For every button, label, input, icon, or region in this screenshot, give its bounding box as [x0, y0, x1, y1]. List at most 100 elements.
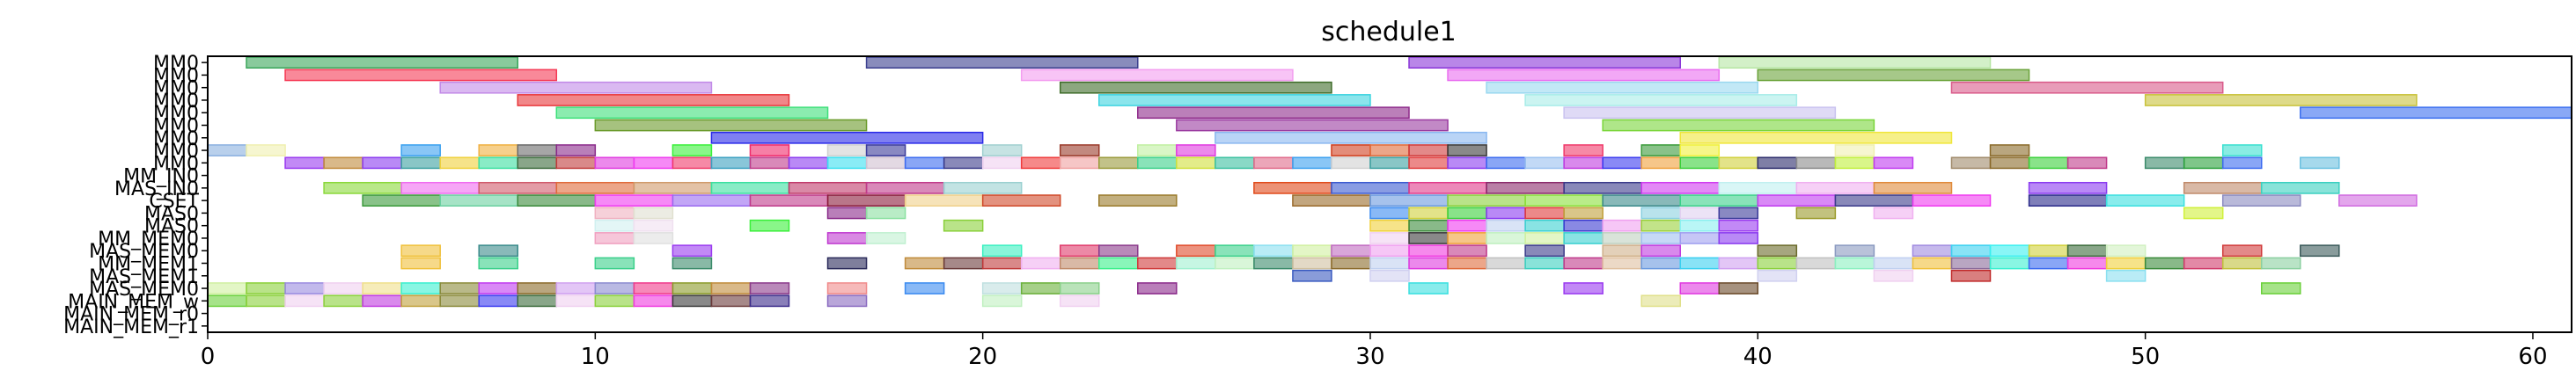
task-bar — [1447, 69, 1721, 82]
task-bar — [672, 257, 713, 270]
task-bar — [1563, 257, 1604, 270]
task-bar — [865, 144, 906, 156]
task-bar — [1408, 244, 1449, 258]
task-bar — [1718, 219, 1759, 232]
task-bar — [1331, 144, 1371, 156]
y-tick-label: MM0 — [153, 116, 199, 138]
task-bar — [2300, 106, 2572, 120]
task-bar — [323, 156, 363, 170]
task-bar — [2105, 244, 2147, 258]
task-bar — [1253, 244, 1294, 258]
task-bar — [439, 81, 713, 94]
task-bar — [594, 232, 635, 244]
task-bar — [1020, 257, 1061, 270]
task-bar — [555, 144, 597, 156]
task-bar — [1679, 282, 1721, 294]
task-bar — [633, 294, 674, 308]
task-bar — [1408, 156, 1449, 170]
task-bar — [1098, 156, 1139, 170]
task-bar — [2105, 194, 2185, 207]
task-bar — [1912, 244, 1953, 258]
task-bar — [2066, 257, 2108, 270]
task-bar — [826, 294, 868, 308]
task-bar — [517, 94, 790, 106]
task-bar — [400, 181, 480, 194]
y-tick-label: MM0 — [153, 103, 199, 125]
y-tick-label: MM_MEM0 — [98, 229, 199, 251]
task-bar — [865, 56, 1139, 69]
task-bar — [284, 156, 325, 170]
task-bar — [439, 194, 519, 207]
task-bar — [1989, 144, 2030, 156]
task-bar — [710, 181, 790, 194]
task-bar — [1447, 156, 1487, 170]
task-bar — [1369, 219, 1410, 232]
task-bar — [1215, 244, 1255, 258]
y-tick-label: MM0 — [153, 65, 199, 87]
task-bar — [1950, 257, 1992, 270]
task-bar — [1757, 269, 1798, 282]
task-bar — [478, 244, 519, 258]
task-bar — [1834, 257, 1875, 270]
task-bar — [1718, 181, 1798, 194]
task-bar — [1408, 56, 1681, 69]
task-bar — [1757, 69, 2030, 82]
task-bar — [1524, 244, 1565, 258]
task-bar — [981, 144, 1023, 156]
task-bar — [1989, 257, 2030, 270]
task-bar — [633, 207, 674, 220]
task-bar — [1950, 269, 1992, 282]
y-tick-label: MM0 — [153, 91, 199, 113]
task-bar — [1602, 244, 1642, 258]
task-bar — [1447, 144, 1487, 156]
task-bar — [1602, 156, 1642, 170]
task-bar — [1098, 257, 1139, 270]
task-bar — [478, 181, 558, 194]
task-bar — [2105, 269, 2147, 282]
task-bar — [1602, 257, 1642, 270]
task-bar — [1369, 207, 1410, 220]
task-bar — [1098, 194, 1178, 207]
task-bar — [749, 282, 790, 294]
y-tick-label: MAIN_MEM_w — [68, 291, 199, 313]
task-bar — [710, 294, 752, 308]
task-bar — [555, 282, 597, 294]
y-tick-label: MM0 — [153, 53, 199, 75]
task-bar — [1757, 194, 1837, 207]
task-bar — [1679, 219, 1721, 232]
task-bar — [1369, 156, 1410, 170]
task-bar — [865, 207, 906, 220]
task-bar — [400, 282, 441, 294]
task-bar — [517, 144, 558, 156]
task-bar — [1602, 194, 1681, 207]
task-bar — [1137, 106, 1410, 120]
task-bar — [1486, 156, 1526, 170]
task-bar — [1718, 232, 1759, 244]
y-tick-label: MAIN_MEM_r0 — [63, 304, 199, 326]
task-bar — [865, 181, 945, 194]
task-bar — [1292, 194, 1371, 207]
task-bar — [594, 282, 635, 294]
task-bar — [633, 181, 713, 194]
task-bar — [1679, 131, 1953, 144]
task-bar — [1137, 144, 1178, 156]
task-bar — [439, 156, 480, 170]
task-bar — [478, 257, 519, 270]
task-bar — [1950, 244, 1992, 258]
task-bar — [1059, 294, 1100, 308]
y-tick-label: MAS0 — [144, 216, 199, 238]
x-tick-label: 30 — [1355, 344, 1384, 370]
y-tick-labels: MM0MM0MM0MM0MM0MM0MM0MM0MM0MM_IN0MAS_IN0… — [63, 53, 208, 338]
task-bar — [1524, 257, 1565, 270]
task-bar — [1718, 156, 1759, 170]
task-bar — [1447, 232, 1487, 244]
y-tick-label: MAS_MEM0 — [89, 241, 199, 263]
task-bar — [2338, 194, 2418, 207]
task-bar — [1524, 219, 1565, 232]
task-bar — [246, 294, 286, 308]
task-bar — [1524, 156, 1565, 170]
task-bar — [1640, 156, 1681, 170]
task-bar — [1176, 244, 1216, 258]
task-bar — [672, 144, 713, 156]
